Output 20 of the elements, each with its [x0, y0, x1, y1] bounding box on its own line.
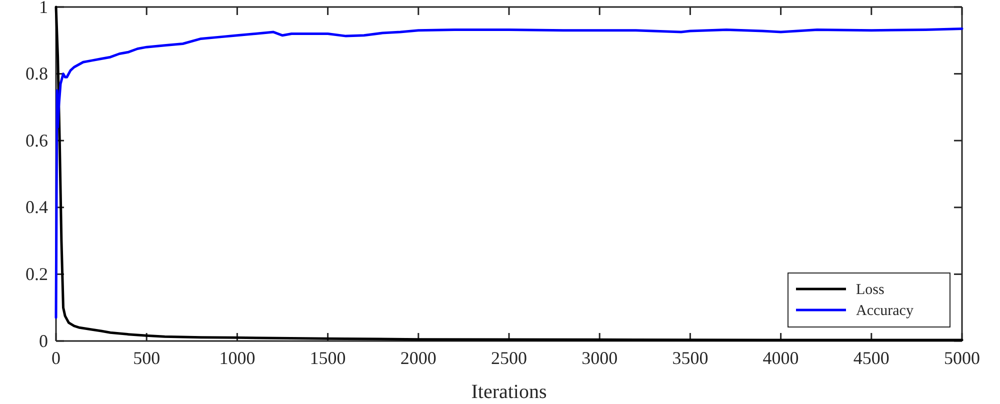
- y-tick-label: 1: [39, 0, 48, 17]
- x-tick-label: 5000: [944, 348, 980, 368]
- legend-label: Loss: [856, 282, 884, 298]
- x-tick-label: 2000: [400, 348, 436, 368]
- y-tick-label: 0: [39, 330, 48, 351]
- y-tick-label: 0.4: [26, 197, 48, 218]
- y-tick-label: 0.8: [26, 64, 48, 84]
- x-tick-label: 1500: [310, 348, 346, 368]
- y-tick-label: 0.2: [26, 264, 48, 284]
- x-tick-label: 4000: [762, 348, 799, 368]
- x-tick-label: 500: [133, 348, 160, 368]
- y-tick-label: 0.6: [26, 130, 48, 150]
- x-tick-label: 4500: [853, 348, 890, 368]
- x-tick-label: 3000: [582, 348, 618, 368]
- x-tick-label: 0: [52, 348, 60, 368]
- x-tick-label: 2500: [491, 348, 527, 368]
- x-axis-title: Iterations: [471, 381, 547, 403]
- legend-label: Accuracy: [856, 303, 914, 319]
- x-tick-label: 1000: [219, 348, 256, 368]
- x-tick-label: 3500: [672, 348, 708, 368]
